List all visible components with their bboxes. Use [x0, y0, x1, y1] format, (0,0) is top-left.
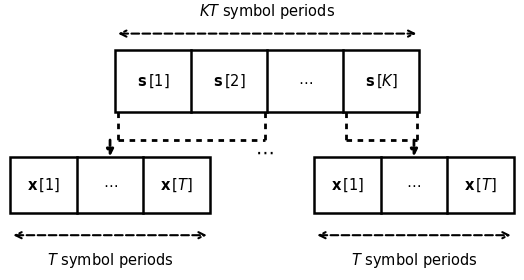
- Text: $T$ symbol periods: $T$ symbol periods: [47, 251, 173, 270]
- Text: $\cdots$: $\cdots$: [298, 74, 313, 89]
- Bar: [115, 50, 419, 112]
- Text: $T$ symbol periods: $T$ symbol periods: [351, 251, 477, 270]
- Bar: [314, 157, 514, 213]
- Text: $\cdots$: $\cdots$: [103, 177, 117, 192]
- Bar: [10, 157, 210, 213]
- Text: $\mathbf{x}\,[T]$: $\mathbf{x}\,[T]$: [160, 176, 193, 193]
- Text: $\mathbf{x}\,[1]$: $\mathbf{x}\,[1]$: [27, 176, 60, 193]
- Text: $\mathbf{s}\,[1]$: $\mathbf{s}\,[1]$: [137, 73, 170, 90]
- Text: $\cdots$: $\cdots$: [255, 143, 274, 162]
- Text: $KT$ symbol periods: $KT$ symbol periods: [199, 2, 335, 21]
- Text: $\mathbf{x}\,[1]$: $\mathbf{x}\,[1]$: [331, 176, 364, 193]
- Text: $\mathbf{x}\,[T]$: $\mathbf{x}\,[T]$: [464, 176, 497, 193]
- Text: $\mathbf{s}\,[2]$: $\mathbf{s}\,[2]$: [213, 73, 246, 90]
- Text: $\cdots$: $\cdots$: [407, 177, 421, 192]
- Text: $\mathbf{s}\,[K]$: $\mathbf{s}\,[K]$: [365, 73, 398, 90]
